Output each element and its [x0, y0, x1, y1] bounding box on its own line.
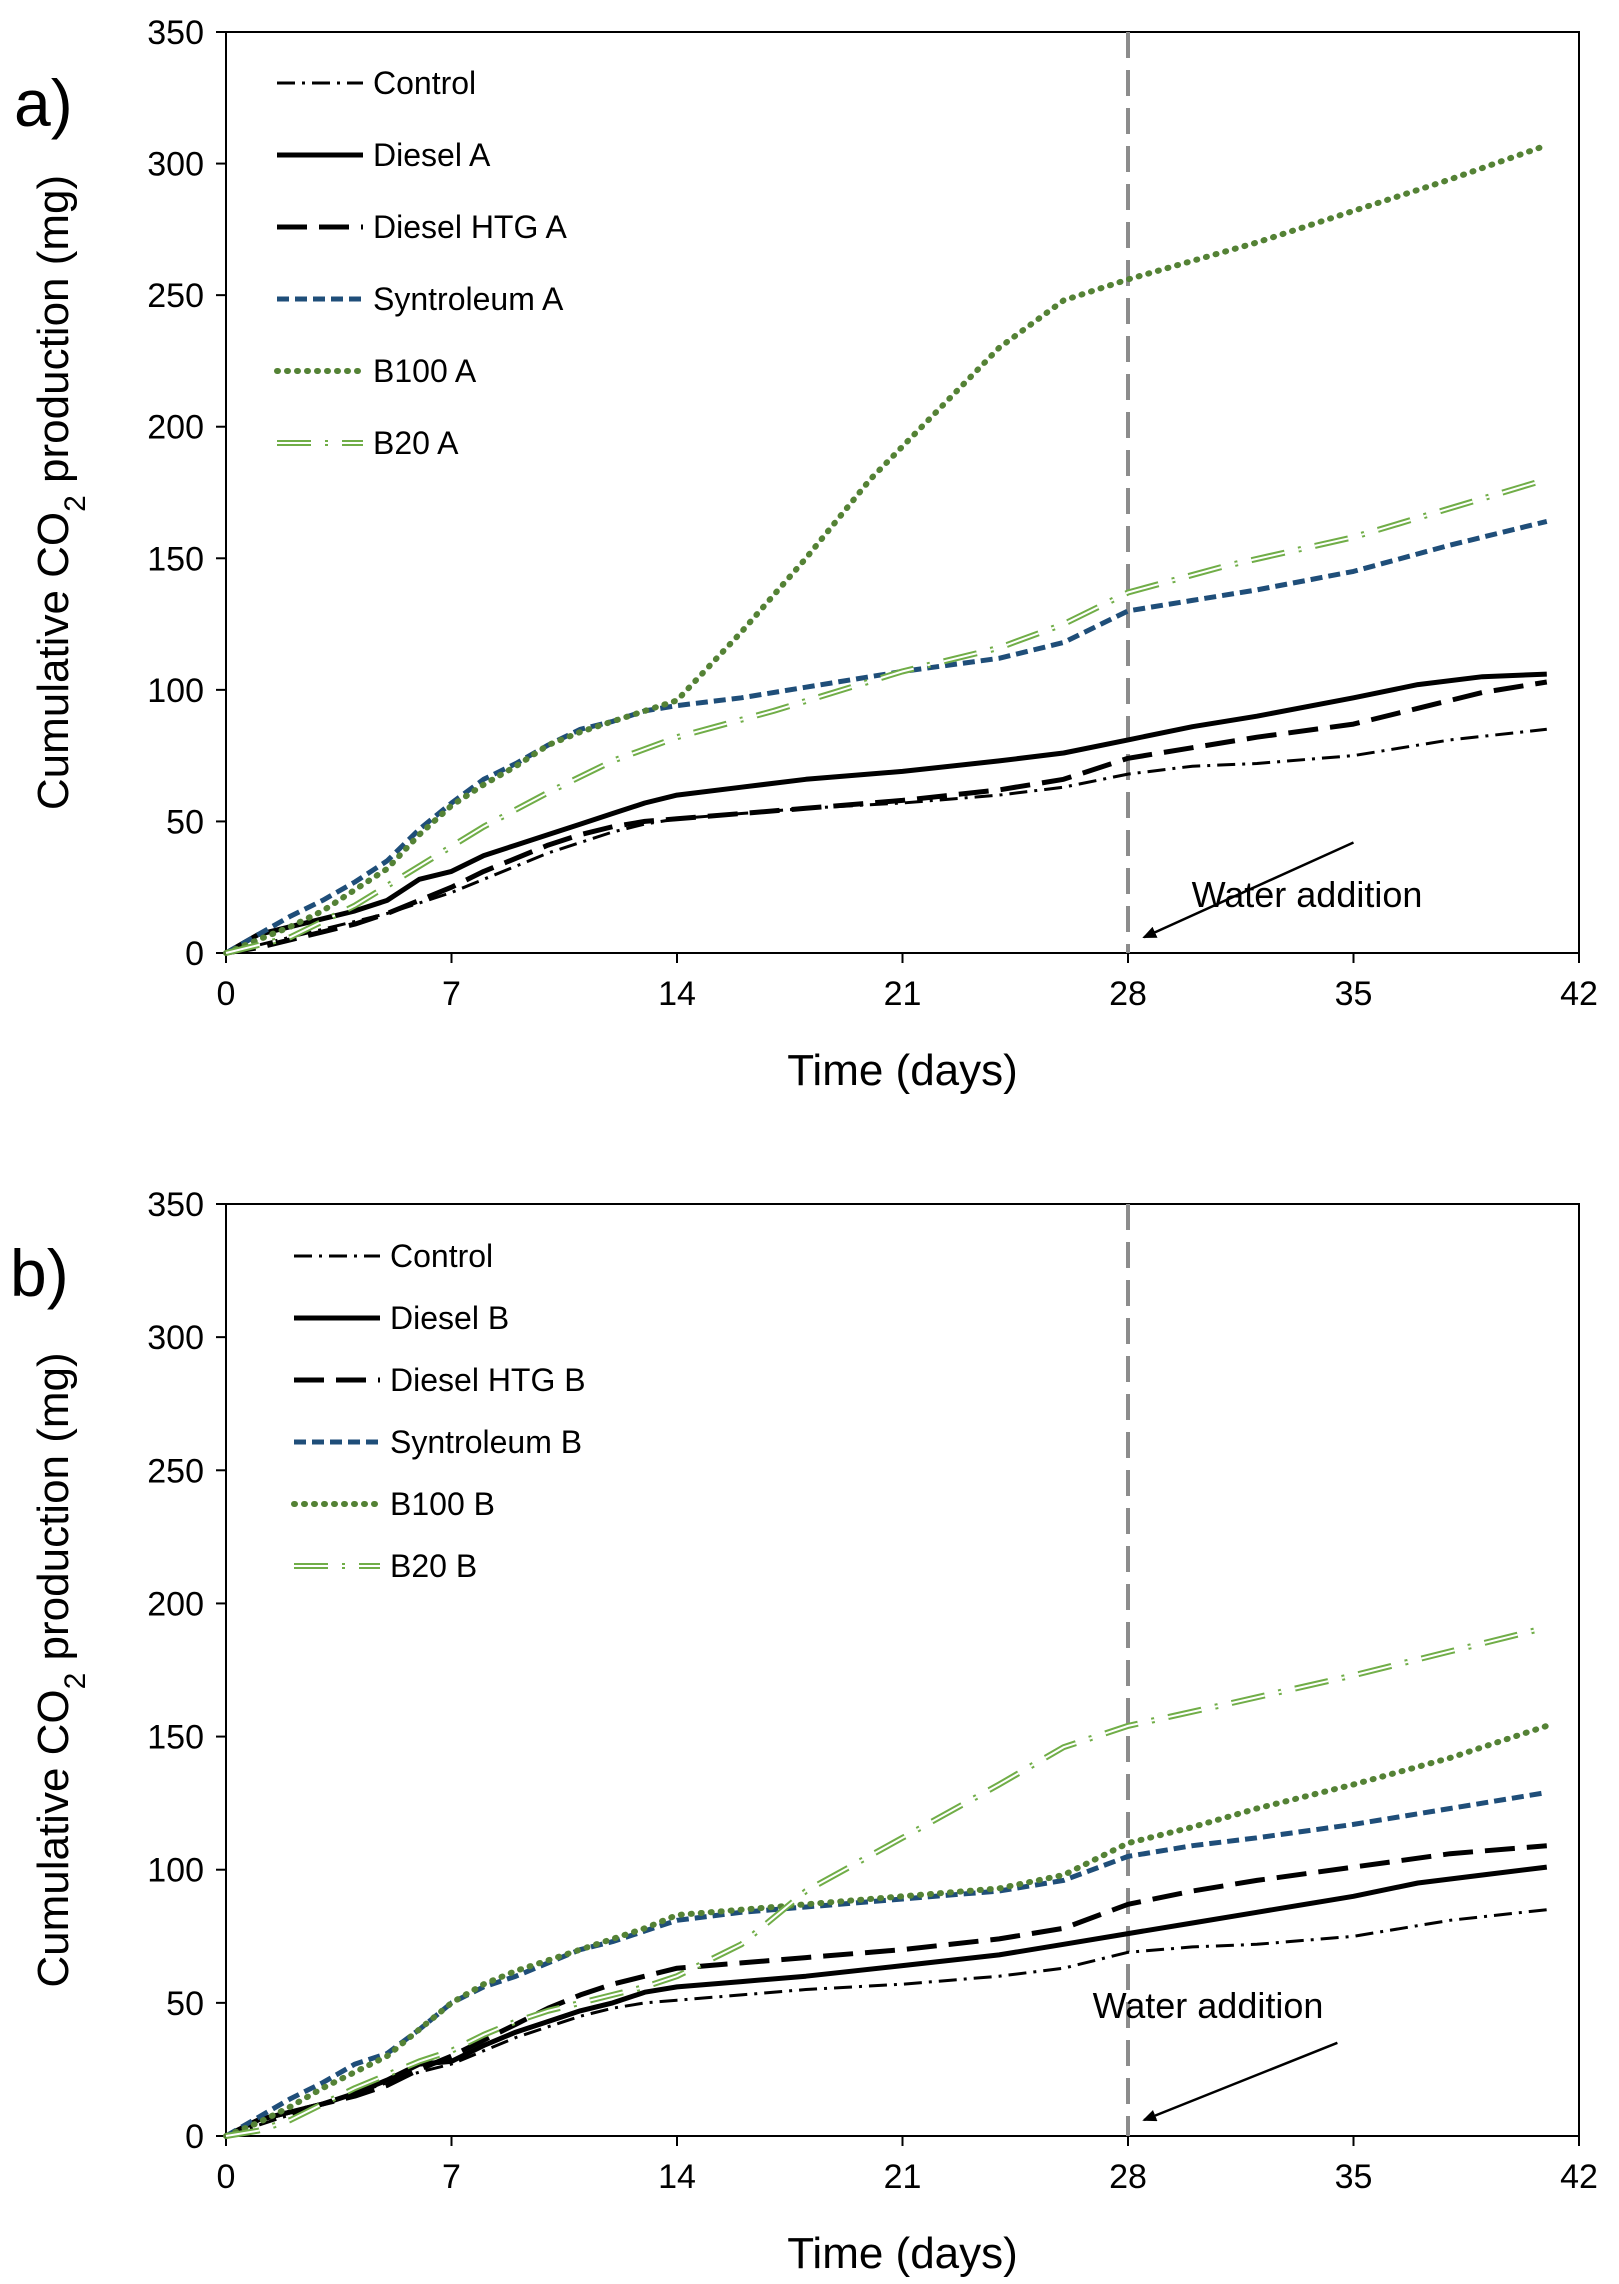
chart-panel-a: 0 50 100 150 200 250 300 350 0 7 14 21 28 35 42 Time (d…	[14, 14, 1598, 1095]
y-tick-label: 300	[147, 146, 204, 184]
y-tick-label: 150	[147, 540, 204, 578]
legend-label: Control	[373, 65, 476, 101]
annotation-arrow	[1142, 841, 1355, 939]
legend-label: B20 A	[373, 425, 459, 461]
y-tick-label: 250	[147, 277, 204, 315]
legend-label: Syntroleum A	[373, 281, 564, 317]
series-line-b20-b-inner	[225, 1626, 1548, 2137]
panel-label: b)	[10, 1236, 69, 1310]
x-tick-label: 7	[442, 975, 461, 1013]
x-tick-label: 21	[884, 975, 922, 1013]
x-tick-label: 35	[1335, 975, 1373, 1013]
y-tick-label: 150	[147, 1719, 204, 1757]
x-tick-label: 42	[1560, 2158, 1598, 2196]
legend-label: Control	[390, 1238, 493, 1274]
series-line-control	[225, 727, 1547, 955]
y-tick-label: 250	[147, 1452, 204, 1490]
legend-label: Diesel A	[373, 137, 491, 173]
y-tick-label: 50	[166, 1985, 204, 2023]
series-line-diesel-b	[224, 1864, 1548, 2139]
x-tick-label: 28	[1109, 975, 1147, 1013]
series-line-diesel-htg-b	[224, 1843, 1548, 2139]
annotation-arrow	[1142, 2041, 1338, 2122]
annotation-text: Water addition	[1192, 874, 1423, 915]
x-tick-label: 28	[1109, 2158, 1147, 2196]
y-tick-label: 50	[166, 803, 204, 841]
y-tick-label: 200	[147, 409, 204, 447]
legend-label: Diesel B	[390, 1300, 509, 1336]
series-line-diesel-a	[224, 671, 1547, 956]
x-tick-label: 14	[658, 2158, 696, 2196]
series-line-b100-b	[223, 1722, 1550, 2139]
legend-label: B100 A	[373, 353, 477, 389]
y-tick-label: 0	[185, 935, 204, 973]
x-axis-label: Time (days)	[787, 1046, 1018, 1095]
x-tick-label: 0	[217, 2158, 236, 2196]
legend-label: B20 B	[390, 1548, 477, 1584]
y-tick-label: 300	[147, 1319, 204, 1357]
legend-label: Syntroleum B	[390, 1424, 582, 1460]
series-line-diesel-htg-a	[225, 679, 1548, 956]
y-tick-label: 100	[147, 1852, 204, 1890]
y-tick-label: 100	[147, 672, 204, 710]
x-tick-label: 42	[1560, 975, 1598, 1013]
y-tick-label: 0	[185, 2118, 204, 2156]
y-tick-label: 350	[147, 1186, 204, 1224]
series-line-syntroleum-b	[224, 1790, 1548, 2139]
chart-panel-b: 0 50 100 150 200 250 300 350 0 7 14 21 28 35 42 Time (d…	[10, 1186, 1598, 2278]
x-tick-label: 21	[884, 2158, 922, 2196]
annotation-text: Water addition	[1093, 1985, 1324, 2026]
y-axis-label: Cumulative CO2 production (mg)	[29, 1352, 92, 1987]
legend-label: Diesel HTG A	[373, 209, 567, 245]
x-tick-label: 14	[658, 975, 696, 1013]
x-tick-label: 35	[1335, 2158, 1373, 2196]
series-line-b20-a-inner	[225, 478, 1548, 954]
x-axis-label: Time (days)	[787, 2229, 1018, 2278]
legend-label: Diesel HTG B	[390, 1362, 586, 1398]
x-tick-label: 7	[442, 2158, 461, 2196]
x-tick-label: 0	[217, 975, 236, 1013]
legend-label: B100 B	[390, 1486, 495, 1522]
y-tick-label: 200	[147, 1585, 204, 1623]
panel-label: a)	[14, 66, 73, 140]
y-axis-label: Cumulative CO2 production (mg)	[29, 175, 92, 810]
series-line-b100-a	[223, 142, 1550, 956]
y-tick-label: 350	[147, 14, 204, 52]
